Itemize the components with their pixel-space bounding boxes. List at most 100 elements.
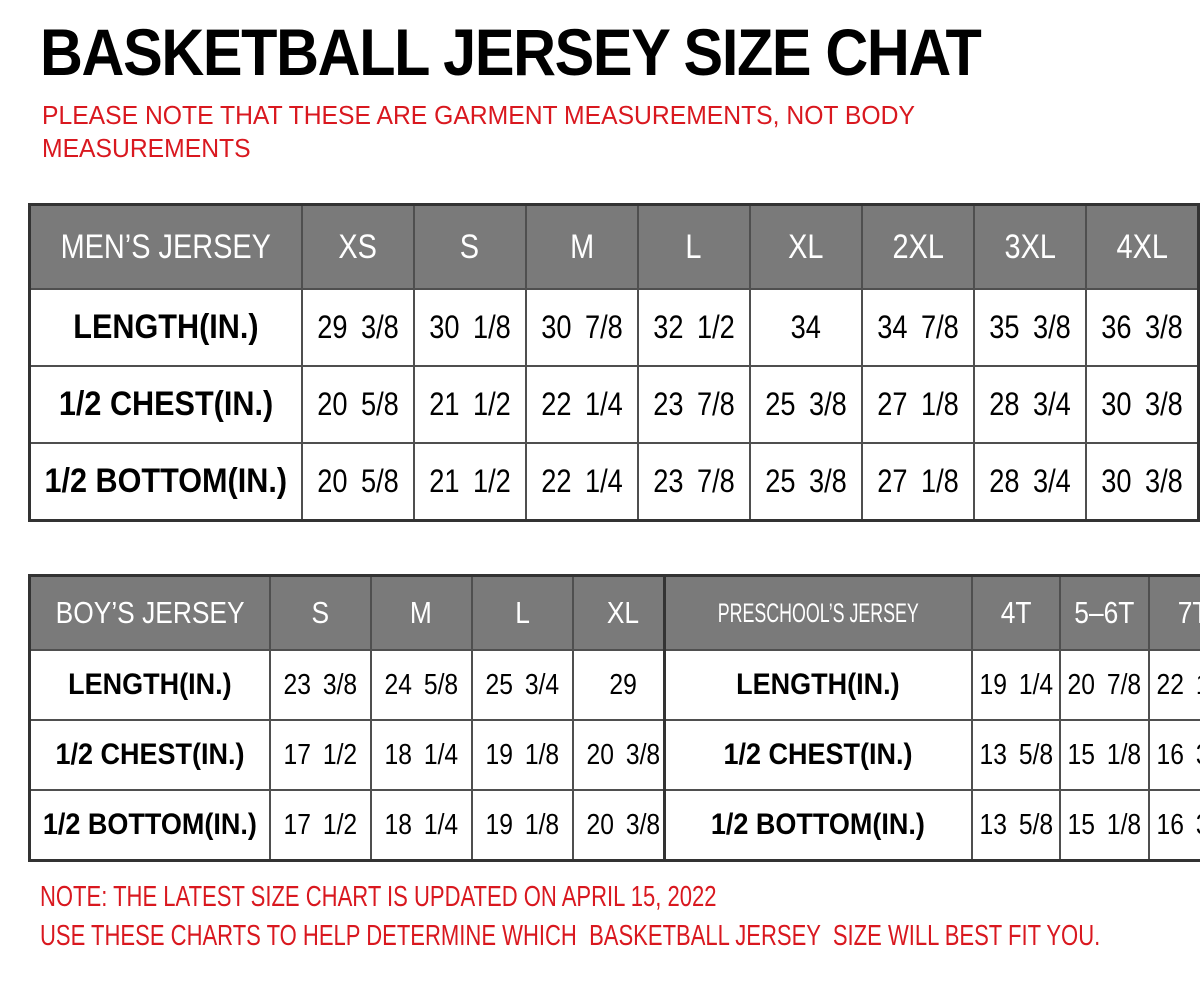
cell-text: 19 1/4 [979,668,1053,701]
row-label-cell: 1/2 BOTTOM(IN.) [663,789,973,862]
cell-text: 27 1/8 [877,386,959,422]
value-cell: 23 7/8 [636,365,751,444]
garment-note-line: PLEASE NOTE THAT THESE ARE GARMENT MEASU… [42,100,915,130]
value-cell: 17 1/2 [268,789,372,862]
boys-chest-row: 1/2 CHEST(IN.) 17 1/2 18 1/4 19 1/8 20 3… [28,719,675,791]
cell-text: 28 3/4 [989,463,1071,499]
value-cell: 19 1/8 [470,719,574,791]
cell-text: 24 5/8 [384,668,459,701]
boys-length-row: LENGTH(IN.) 23 3/8 24 5/8 25 3/4 29 [28,649,675,721]
corner-cell-text: BOY’S JERSEY [55,595,245,630]
cell-text: 23 3/8 [283,668,358,701]
cell-text: 19 1/8 [485,738,560,771]
cell-text: 29 [609,668,637,701]
size-header-cell: M [524,203,639,290]
cell-text: LENGTH(IN.) [73,308,259,346]
size-header-cell: XL [571,574,675,651]
cell-text: 20 7/8 [1067,668,1142,701]
cell-text: XL [788,227,824,266]
row-label-cell: 1/2 BOTTOM(IN.) [28,789,271,862]
cell-text: 18 1/4 [384,808,459,841]
cell-text: 16 3/4 [1156,808,1200,841]
value-cell: 20 3/8 [571,789,675,862]
cell-text: XS [338,227,377,266]
men-chest-row: 1/2 CHEST(IN.) 20 5/8 21 1/2 22 1/4 23 7… [28,365,1200,444]
cell-text: 30 3/8 [1101,386,1183,422]
value-cell: 30 3/8 [1085,365,1200,444]
value-cell: 35 3/8 [973,288,1088,367]
preschools-jersey-table: PRESCHOOL’S JERSEY 4T 5–6T 7T LENGTH(IN.… [663,574,1200,862]
cell-text: LENGTH(IN.) [736,668,901,701]
cell-text: 1/2 BOTTOM(IN.) [44,462,288,500]
row-label-cell: 1/2 CHEST(IN.) [663,719,973,791]
cell-text: M [410,595,433,630]
preschool-header-row: PRESCHOOL’S JERSEY 4T 5–6T 7T [663,574,1200,651]
value-cell: 16 3/4 [1147,719,1200,791]
cell-text: 23 7/8 [653,463,735,499]
value-cell: 17 1/2 [268,719,372,791]
value-cell: 19 1/4 [970,649,1062,721]
size-header-cell: L [636,203,751,290]
row-label-cell: 1/2 CHEST(IN.) [28,365,303,444]
men-header-row: MEN’S JERSEY XS S M L XL 2XL 3XL 4XL [28,203,1200,290]
corner-cell: MEN’S JERSEY [28,203,303,290]
corner-cell-text: MEN’S JERSEY [60,227,271,266]
row-label-cell: LENGTH(IN.) [28,649,271,721]
value-cell: 28 3/4 [973,442,1088,522]
cell-text: 21 1/2 [428,463,511,499]
cell-text: LENGTH(IN.) [68,668,232,701]
men-length-row: LENGTH(IN.) 29 3/8 30 1/8 30 7/8 32 1/2 … [28,288,1200,367]
preschool-chest-row: 1/2 CHEST(IN.) 13 5/8 15 1/8 16 3/4 [663,719,1200,791]
cell-text: S [460,227,480,266]
cell-text: 34 7/8 [877,309,959,345]
boys-bottom-row: 1/2 BOTTOM(IN.) 17 1/2 18 1/4 19 1/8 20 … [28,789,675,862]
cell-text: XL [606,595,640,630]
corner-cell: PRESCHOOL’S JERSEY [663,574,973,651]
size-header-cell: 5–6T [1059,574,1150,651]
cell-text: 32 1/2 [653,309,735,345]
value-cell: 13 5/8 [970,719,1062,791]
cell-text: 25 3/8 [765,386,847,422]
cell-text: S [311,595,330,630]
cell-text: M [569,227,594,266]
cell-text: 5–6T [1074,595,1135,630]
cell-text: 4T [1000,595,1032,630]
cell-text: 36 3/8 [1101,309,1183,345]
cell-text: L [685,227,702,266]
cell-text: 2XL [892,227,944,266]
value-cell: 23 3/8 [268,649,372,721]
size-header-cell: L [470,574,574,651]
value-cell: 20 3/8 [571,719,675,791]
value-cell: 22 1/4 [524,442,639,522]
cell-text: 22 1/4 [540,463,623,499]
row-label-cell: 1/2 CHEST(IN.) [28,719,271,791]
cell-text: 22 1/4 [1156,668,1200,701]
cell-text: 1/2 BOTTOM(IN.) [42,808,257,841]
size-header-cell: XL [748,203,864,290]
cell-text: 23 7/8 [653,386,735,422]
value-cell: 16 3/4 [1147,789,1200,862]
size-header-cell: S [268,574,372,651]
value-cell: 25 3/8 [748,365,864,444]
cell-text: 30 1/8 [428,309,511,345]
cell-text: 25 3/4 [485,668,560,701]
value-cell: 18 1/4 [369,789,473,862]
page-title-text: BASKETBALL JERSEY SIZE CHAT [40,15,982,89]
size-header-cell: 4T [970,574,1062,651]
value-cell: 25 3/8 [748,442,864,522]
row-label-cell: 1/2 BOTTOM(IN.) [28,442,303,522]
value-cell: 20 7/8 [1059,649,1150,721]
cell-text: 1/2 CHEST(IN.) [55,738,245,771]
cell-text: 4XL [1116,227,1168,266]
cell-text: L [514,595,530,630]
value-cell: 18 1/4 [369,719,473,791]
size-header-cell: 7T [1147,574,1200,651]
cell-text: 20 3/8 [586,808,660,841]
value-cell: 24 5/8 [369,649,473,721]
value-cell: 23 7/8 [636,442,751,522]
value-cell: 32 1/2 [636,288,751,367]
value-cell: 36 3/8 [1085,288,1200,367]
value-cell: 22 1/4 [1147,649,1200,721]
cell-text: 28 3/4 [989,386,1071,422]
value-cell: 22 1/4 [524,365,639,444]
